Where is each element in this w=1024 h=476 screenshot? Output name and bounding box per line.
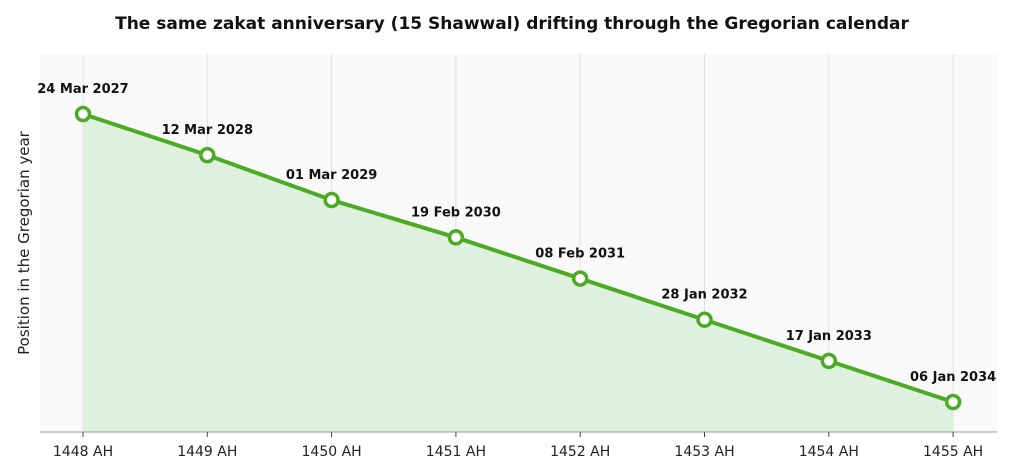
series-line [82, 112, 954, 404]
y-axis-label: Position in the Gregorian year [15, 130, 33, 354]
data-label: 08 Feb 2031 [535, 247, 625, 262]
x-tick-label: 1448 AH [53, 444, 113, 460]
chart-title: The same zakat anniversary (15 Shawwal) … [115, 14, 909, 34]
data-label: 24 Mar 2027 [37, 82, 128, 97]
data-point [571, 270, 589, 287]
data-point [696, 311, 713, 328]
data-label: 12 Mar 2028 [162, 123, 253, 138]
x-tick-label: 1449 AH [177, 444, 237, 460]
data-point [199, 146, 216, 164]
data-label: 19 Feb 2030 [411, 205, 501, 220]
x-tick-label: 1451 AH [426, 444, 486, 460]
x-tick-label: 1454 AH [799, 444, 859, 460]
data-label: 06 Jan 2034 [910, 370, 996, 385]
data-point [74, 105, 92, 123]
data-point [820, 352, 838, 370]
x-tick-label: 1452 AH [550, 444, 610, 460]
x-axis-ticks: 1448 AH 1449 AH 1450 AH 1451 AH 1452 AH 1453 … [53, 432, 983, 460]
data-labels: 24 Mar 2027 12 Mar 2028 01 Mar 2029 19 Feb … [37, 82, 996, 385]
data-label: 28 Jan 2032 [661, 288, 747, 303]
x-tick-label: 1455 AH [923, 444, 983, 460]
data-point [944, 393, 962, 411]
x-tick-label: 1450 AH [302, 444, 362, 460]
data-label: 01 Mar 2029 [286, 168, 377, 183]
data-label: 17 Jan 2033 [786, 329, 872, 344]
data-points [74, 105, 962, 411]
data-point [447, 229, 465, 246]
data-point [323, 191, 340, 209]
x-tick-label: 1453 AH [674, 444, 734, 460]
series-area [83, 114, 954, 432]
